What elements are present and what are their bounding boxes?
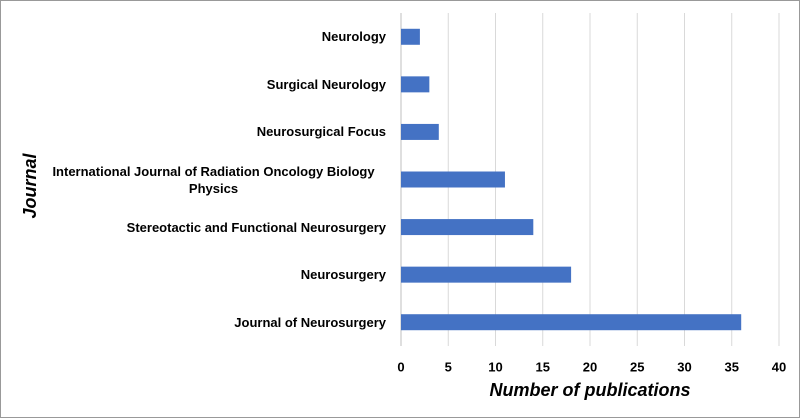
- y-tick-label: International Journal of Radiation Oncol…: [21, 160, 386, 200]
- y-tick-label: Journal of Neurosurgery: [21, 302, 386, 342]
- x-tick-label: 10: [488, 359, 502, 374]
- bar: [401, 266, 572, 283]
- x-tick-label: 0: [397, 359, 404, 374]
- y-tick-label: Neurology: [21, 17, 386, 57]
- category-text: Stereotactic and Functional Neurosurgery: [126, 219, 386, 235]
- category-text: Surgical Neurology: [266, 76, 386, 92]
- x-tick-label: 25: [630, 359, 644, 374]
- x-tick-label: 5: [445, 359, 452, 374]
- bar: [401, 171, 505, 188]
- bar: [401, 123, 439, 140]
- x-tick-label: 40: [772, 359, 786, 374]
- x-tick-label: 20: [583, 359, 597, 374]
- category-text: International Journal of Radiation Oncol…: [52, 163, 375, 196]
- y-tick-label: Neurosurgery: [21, 255, 386, 295]
- x-tick-label: 35: [725, 359, 739, 374]
- category-text: Neurosurgery: [300, 267, 386, 283]
- x-axis-title: Number of publications: [489, 380, 690, 400]
- y-tick-label: Neurosurgical Focus: [21, 112, 386, 152]
- category-text: Neurosurgical Focus: [256, 124, 386, 140]
- y-tick-label: Surgical Neurology: [21, 64, 386, 104]
- category-text: Journal of Neurosurgery: [234, 314, 386, 330]
- bar: [401, 76, 430, 93]
- category-text: Neurology: [321, 29, 386, 45]
- y-axis-title: Journal: [20, 152, 40, 218]
- x-tick-label: 15: [536, 359, 550, 374]
- y-tick-label: Stereotactic and Functional Neurosurgery: [21, 207, 386, 247]
- bar: [401, 314, 742, 331]
- x-tick-label: 30: [677, 359, 691, 374]
- bar: [401, 219, 534, 236]
- bar: [401, 28, 420, 45]
